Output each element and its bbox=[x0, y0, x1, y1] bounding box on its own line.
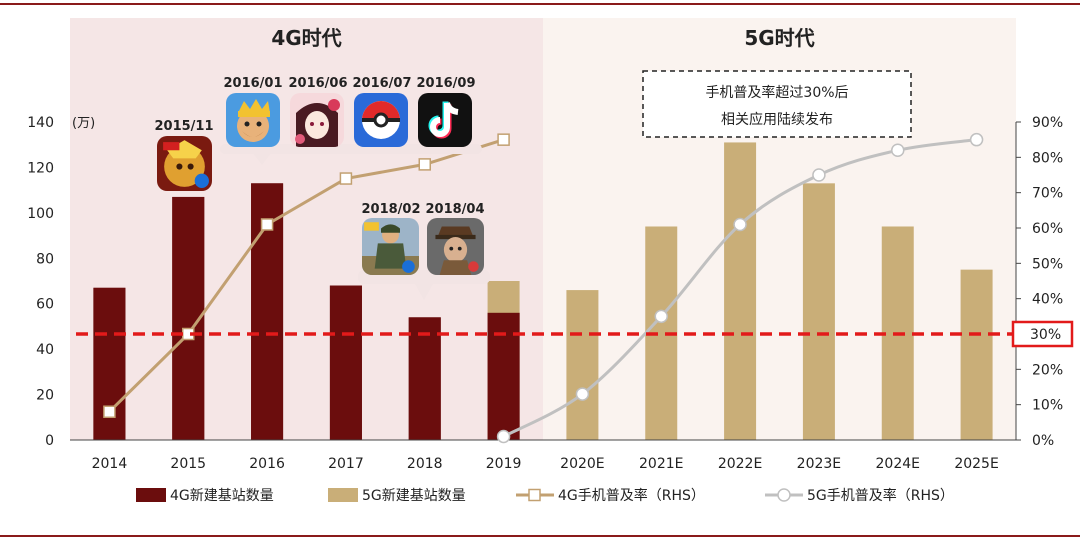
clash-royale-icon bbox=[226, 93, 280, 147]
bar bbox=[802, 183, 835, 441]
date-label: 2018/02 bbox=[361, 202, 420, 217]
y-right-tick-label: 60% bbox=[1032, 221, 1063, 237]
line-point bbox=[103, 405, 116, 418]
x-tick-label: 2017 bbox=[328, 456, 364, 472]
x-tick-label: 2018 bbox=[407, 456, 443, 472]
series-line bbox=[108, 138, 505, 413]
reference-highlight-box bbox=[1011, 320, 1074, 348]
legend-label: 4G手机普及率（RHS） bbox=[558, 487, 705, 504]
date-label: 2018/04 bbox=[425, 202, 484, 217]
era-label: 5G时代 bbox=[744, 26, 814, 50]
era-label: 4G时代 bbox=[271, 26, 341, 50]
y-left-tick-label: 100 bbox=[27, 206, 54, 222]
line-point bbox=[418, 158, 431, 171]
y-right-tick-label: 40% bbox=[1032, 292, 1063, 308]
y-left-tick-label: 120 bbox=[27, 160, 54, 176]
date-label: 2016/06 bbox=[288, 76, 347, 91]
hero-game-icon bbox=[157, 136, 212, 191]
legend-swatch bbox=[328, 488, 358, 502]
date-label: 2016/09 bbox=[416, 76, 475, 91]
y-right-tick-label: 50% bbox=[1032, 256, 1063, 272]
line-point bbox=[339, 172, 353, 185]
bar bbox=[408, 317, 441, 440]
x-tick-label: 2023E bbox=[797, 456, 841, 472]
line-point bbox=[812, 168, 826, 182]
annotation-box bbox=[642, 70, 912, 138]
y-right-tick-label: 0% bbox=[1032, 433, 1054, 449]
line-point bbox=[654, 309, 668, 324]
line-point bbox=[260, 218, 274, 231]
y-left-tick-label: 80 bbox=[36, 251, 54, 267]
x-tick-label: 2015 bbox=[170, 456, 206, 472]
reference-label: 30% bbox=[1030, 327, 1061, 343]
date-label: 2016/07 bbox=[352, 76, 411, 91]
y-right-tick-label: 80% bbox=[1032, 150, 1063, 166]
callout-bubble bbox=[220, 144, 482, 154]
legend-label: 5G手机普及率（RHS） bbox=[807, 487, 954, 504]
x-tick-label: 2016 bbox=[249, 456, 285, 472]
callout-pointer bbox=[414, 282, 434, 300]
x-tick-label: 2024E bbox=[876, 456, 920, 472]
x-tick-label: 2025E bbox=[954, 456, 998, 472]
date-label: 2015/11 bbox=[154, 119, 213, 134]
y-right-tick-label: 10% bbox=[1032, 398, 1063, 414]
y-left-tick-label: 0 bbox=[45, 433, 54, 449]
line-point bbox=[575, 387, 590, 401]
tiktok-icon bbox=[418, 93, 472, 147]
y-left-tick-label: 60 bbox=[36, 297, 54, 313]
x-tick-label: 2020E bbox=[560, 456, 604, 472]
x-tick-label: 2014 bbox=[92, 456, 128, 472]
annotation-text: 相关应用陆续发布 bbox=[721, 111, 833, 128]
bar bbox=[566, 290, 599, 440]
line-point bbox=[497, 133, 510, 146]
y-left-unit-label: (万) bbox=[72, 116, 95, 131]
annotation-text: 手机普及率超过30%后 bbox=[705, 84, 848, 101]
callout-pointer bbox=[252, 152, 272, 165]
x-tick-label: 2022E bbox=[718, 456, 762, 472]
y-right-tick-label: 70% bbox=[1032, 186, 1063, 202]
bar bbox=[724, 142, 757, 440]
y-right-tick-label: 90% bbox=[1032, 115, 1063, 131]
bar bbox=[329, 285, 362, 440]
legend-label: 4G新建基站数量 bbox=[170, 487, 274, 504]
bar bbox=[960, 269, 993, 440]
line-point bbox=[496, 429, 511, 444]
bar bbox=[487, 312, 520, 440]
line-point bbox=[891, 143, 905, 158]
line-point bbox=[733, 217, 747, 232]
legend-marker bbox=[528, 488, 541, 502]
legend-label: 5G新建基站数量 bbox=[362, 487, 466, 504]
date-label: 2016/01 bbox=[223, 76, 282, 91]
legend-marker bbox=[777, 488, 791, 502]
y-left-tick-label: 40 bbox=[36, 342, 54, 358]
y-left-tick-label: 20 bbox=[36, 388, 54, 404]
x-tick-label: 2021E bbox=[639, 456, 683, 472]
y-left-tick-label: 140 bbox=[27, 115, 54, 131]
x-tick-label: 2019 bbox=[486, 456, 522, 472]
line-point bbox=[969, 132, 984, 147]
pubg-icon bbox=[362, 218, 419, 275]
legend-swatch bbox=[136, 488, 166, 502]
y-right-tick-label: 20% bbox=[1032, 362, 1063, 378]
pokemon-go-icon bbox=[354, 93, 408, 147]
identity-v-icon bbox=[427, 218, 484, 275]
onmyoji-icon bbox=[290, 93, 344, 147]
